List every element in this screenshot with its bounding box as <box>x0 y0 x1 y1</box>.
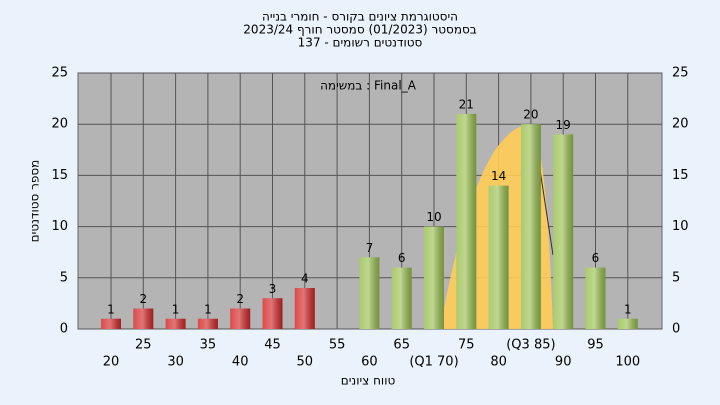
bar-shade <box>230 308 251 329</box>
chart-subtitle: סטודנטים רשומים - 137 <box>298 36 423 50</box>
value-label: 6 <box>398 251 406 265</box>
x-tick-label: 20 <box>103 355 120 370</box>
bar-shade <box>456 113 477 330</box>
bar-shade <box>294 288 315 329</box>
bar-shade <box>165 318 186 329</box>
x-tick-label: 45 <box>264 338 281 353</box>
y2-tick-label: 10 <box>672 219 689 234</box>
value-label: 2 <box>139 292 147 306</box>
x-tick-label: 55 <box>329 338 346 353</box>
curve-line <box>539 169 554 256</box>
value-label: 1 <box>107 302 115 316</box>
bar-shade <box>391 267 412 329</box>
value-label: 7 <box>366 241 374 255</box>
value-label: 10 <box>426 210 441 224</box>
value-label: 14 <box>491 169 506 183</box>
value-label: 1 <box>624 302 632 316</box>
bar-shade <box>101 318 121 329</box>
x-tick-label: 75 <box>458 338 475 353</box>
y-tick-label: 5 <box>60 270 68 285</box>
x-tick-label: 60 <box>361 355 378 370</box>
value-label: 3 <box>269 282 277 296</box>
y2-tick-label: 15 <box>672 168 689 183</box>
x-tick-label: 80 <box>490 355 507 370</box>
value-label: 1 <box>204 302 212 316</box>
x-tick-label: 90 <box>555 355 572 370</box>
x-axis-label: טווח ציונים <box>341 374 396 388</box>
value-label: 21 <box>459 97 474 111</box>
bar-shade <box>133 308 154 329</box>
bar-shade <box>359 257 380 329</box>
bar-shade <box>553 134 574 329</box>
value-label: 6 <box>592 251 600 265</box>
y2-tick-label: 20 <box>672 117 689 132</box>
x-tick-label: 25 <box>135 338 152 353</box>
x-tick-label: 50 <box>297 355 314 370</box>
y-tick-label: 15 <box>51 168 68 183</box>
chart-title: היסטוגרמת ציונים בקורס - חומרי בנייה <box>262 10 458 24</box>
x-tick-label: 65 <box>393 338 410 353</box>
bar-shade <box>488 185 509 329</box>
y-tick-label: 20 <box>51 117 68 132</box>
x-tick-label: 30 <box>167 355 184 370</box>
value-label: 2 <box>236 292 244 306</box>
annotation: במשימה : Final_A <box>320 79 417 93</box>
y2-tick-label: 5 <box>672 270 680 285</box>
bar-shade <box>197 318 218 329</box>
x-tick-label: 100 <box>615 355 640 370</box>
x-tick-label: (Q1 70) <box>409 355 458 370</box>
y-tick-label: 0 <box>60 322 68 337</box>
y-tick-label: 10 <box>51 219 68 234</box>
y-axis-label: מספר סטודנטים <box>28 160 42 243</box>
bar-shade <box>424 226 444 329</box>
value-label: 1 <box>172 302 180 316</box>
x-tick-label: 95 <box>587 338 604 353</box>
value-label: 20 <box>523 108 538 122</box>
chart-subtitle: בסמסטר (01/2023) סמסטר חורף 2023/24 <box>243 23 476 37</box>
x-tick-label: (Q3 85) <box>506 338 555 353</box>
bar-shade <box>520 124 541 329</box>
y2-tick-label: 0 <box>672 322 680 337</box>
bar-shade <box>585 267 606 329</box>
x-tick-label: 40 <box>232 355 249 370</box>
value-label: 4 <box>301 272 309 286</box>
bar-shade <box>262 298 283 329</box>
y2-tick-label: 25 <box>672 66 689 81</box>
bar-shade <box>617 318 638 329</box>
y-tick-label: 25 <box>51 66 68 81</box>
x-tick-label: 35 <box>200 338 217 353</box>
value-label: 19 <box>556 118 571 132</box>
